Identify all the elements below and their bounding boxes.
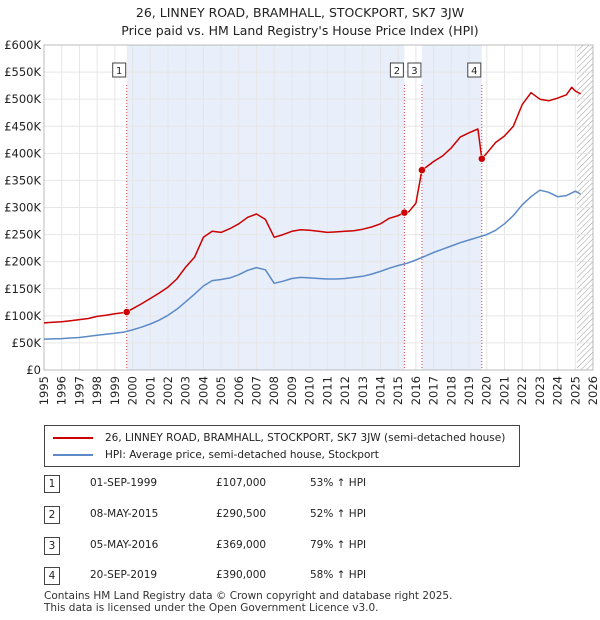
y-tick-label: £100K xyxy=(4,309,41,323)
sale-label-box xyxy=(112,62,127,78)
x-tick-label: 2011 xyxy=(320,376,334,405)
transaction-date: 05-MAY-2016 xyxy=(90,539,159,551)
transaction-hpi: 58% ↑ HPI xyxy=(310,569,367,581)
transaction-date: 20-SEP-2019 xyxy=(90,569,158,581)
transaction-row: 1 01-SEP-1999 £107,000 53% ↑ HPI xyxy=(44,475,464,493)
x-tick-label: 2006 xyxy=(232,376,246,405)
property-price-line xyxy=(43,86,581,324)
chart-legend: 26, LINNEY ROAD, BRAMHALL, STOCKPORT, SK… xyxy=(44,425,520,467)
y-tick-label: £550K xyxy=(4,65,41,79)
x-tick-label: 2024 xyxy=(551,376,565,405)
transaction-hpi: 52% ↑ HPI xyxy=(310,508,367,520)
y-tick-label: £150K xyxy=(4,282,41,296)
price-chart: 1 2 3 4 £0 £50K £100K £150K £200K £250K £300K £350K… xyxy=(4,38,600,405)
transaction-date: 01-SEP-1999 xyxy=(90,477,158,489)
legend-hpi-label: HPI: Average price, semi-detached house,… xyxy=(105,449,379,461)
x-tick-label: 1997 xyxy=(72,376,86,405)
x-tick-label: 2012 xyxy=(338,376,352,405)
x-tick-label: 2025 xyxy=(568,376,582,405)
sale-label-box xyxy=(407,62,422,78)
x-tick-label: 2003 xyxy=(179,376,193,405)
x-tick-label: 2020 xyxy=(480,376,494,405)
sale-label: 2 xyxy=(394,66,400,77)
x-tick-label: 2009 xyxy=(285,376,299,405)
sale-label-box xyxy=(389,62,404,78)
x-tick-label: 2002 xyxy=(161,376,175,405)
sale-label: 4 xyxy=(471,66,477,77)
transaction-number: 3 xyxy=(44,537,60,555)
x-tick-label: 2023 xyxy=(533,376,547,405)
y-tick-label: £50K xyxy=(12,336,42,350)
transaction-row: 4 20-SEP-2019 £390,000 58% ↑ HPI xyxy=(44,567,464,585)
chart-subtitle: Price paid vs. HM Land Registry's House … xyxy=(121,23,479,38)
x-tick-label: 2013 xyxy=(356,376,370,405)
legend-property-swatch xyxy=(53,437,93,439)
x-tick-label: 2001 xyxy=(143,376,157,405)
transaction-number: 2 xyxy=(44,506,60,524)
transaction-row: 3 05-MAY-2016 £369,000 79% ↑ HPI xyxy=(44,537,464,555)
chart-title: 26, LINNEY ROAD, BRAMHALL, STOCKPORT, SK… xyxy=(135,5,465,20)
x-tick-label: 2026 xyxy=(586,376,600,405)
x-tick-label: 2015 xyxy=(391,376,405,405)
sale-point xyxy=(478,155,486,163)
y-tick-label: £450K xyxy=(4,119,41,133)
transaction-hpi: 79% ↑ HPI xyxy=(310,539,367,551)
y-tick-label: £350K xyxy=(4,173,41,187)
x-tick-label: 1996 xyxy=(55,376,69,405)
x-tick-label: 2008 xyxy=(267,376,281,405)
transaction-row: 2 08-MAY-2015 £290,500 52% ↑ HPI xyxy=(44,506,464,524)
legend-property-label: 26, LINNEY ROAD, BRAMHALL, STOCKPORT, SK… xyxy=(105,432,506,444)
legend-hpi-swatch xyxy=(53,454,93,456)
transaction-price: £290,500 xyxy=(216,508,267,520)
transaction-number: 1 xyxy=(44,475,60,493)
y-tick-label: £0 xyxy=(26,363,41,377)
x-tick-label: 2005 xyxy=(214,376,228,405)
x-tick-label: 2010 xyxy=(303,376,317,405)
x-tick-label: 2000 xyxy=(126,376,140,405)
transaction-price: £369,000 xyxy=(216,539,267,551)
sale-point xyxy=(418,166,426,174)
x-tick-label: 1995 xyxy=(37,376,51,405)
x-tick-label: 1999 xyxy=(108,376,122,405)
y-tick-label: £400K xyxy=(4,146,41,160)
x-tick-label: 2017 xyxy=(427,376,441,405)
x-tick-label: 2022 xyxy=(515,376,529,405)
y-tick-label: £500K xyxy=(4,92,41,106)
x-tick-label: 2019 xyxy=(462,376,476,405)
hpi-line xyxy=(43,189,581,340)
x-tick-label: 2018 xyxy=(444,376,458,405)
x-tick-label: 1998 xyxy=(90,376,104,405)
legend-item-hpi: HPI: Average price, semi-detached house,… xyxy=(53,449,379,461)
transaction-hpi: 53% ↑ HPI xyxy=(310,477,367,489)
transaction-date: 08-MAY-2015 xyxy=(90,508,159,520)
y-tick-label: £250K xyxy=(4,228,41,242)
y-tick-label: £300K xyxy=(4,201,41,215)
sale-label-box xyxy=(467,62,482,78)
sale-label: 1 xyxy=(116,66,122,77)
plot-frame xyxy=(43,44,594,371)
transaction-number: 4 xyxy=(44,567,60,585)
x-tick-label: 2004 xyxy=(196,376,210,405)
x-tick-label: 2007 xyxy=(250,376,264,405)
y-tick-label: £600K xyxy=(4,38,41,52)
transaction-price: £390,000 xyxy=(216,569,267,581)
x-tick-label: 2021 xyxy=(497,376,511,405)
x-tick-label: 2014 xyxy=(373,376,387,405)
sale-label: 3 xyxy=(411,66,417,77)
x-tick-label: 2016 xyxy=(409,376,423,405)
footer-licence: This data is licensed under the Open Gov… xyxy=(44,602,379,614)
y-tick-label: £200K xyxy=(4,255,41,269)
footer-copyright: Contains HM Land Registry data © Crown c… xyxy=(44,590,453,602)
sale-point xyxy=(122,308,131,316)
transaction-price: £107,000 xyxy=(216,477,267,489)
legend-item-property: 26, LINNEY ROAD, BRAMHALL, STOCKPORT, SK… xyxy=(53,432,505,444)
sale-point xyxy=(400,208,409,217)
